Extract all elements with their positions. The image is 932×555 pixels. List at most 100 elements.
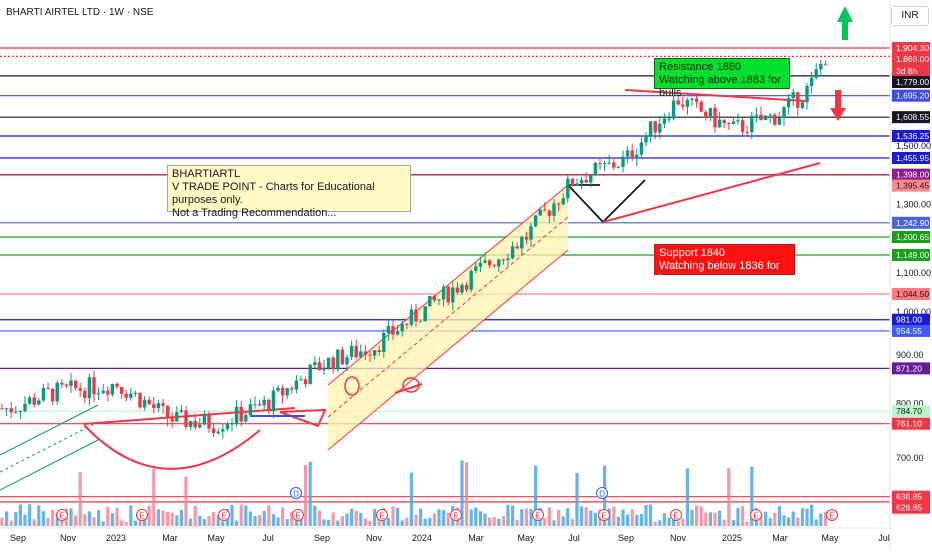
price-badge	[892, 76, 930, 89]
earnings-marker-icon	[450, 509, 462, 521]
volume-bar	[580, 506, 584, 526]
price-badge-label: 1,149.00	[896, 250, 929, 260]
volume-bar	[419, 508, 423, 526]
candle-body	[428, 295, 432, 307]
candle-body	[193, 421, 197, 428]
candle-body	[345, 357, 349, 365]
volume-bar	[46, 517, 50, 526]
dividend-marker-icon	[290, 487, 302, 499]
candle-body	[290, 388, 294, 390]
candle-body	[658, 123, 662, 133]
time-tick-label: Nov	[670, 533, 687, 543]
candle-body	[699, 101, 703, 112]
candle-body	[584, 179, 588, 183]
volume-bar	[612, 506, 616, 526]
volume-bar	[18, 504, 22, 526]
volume-bar	[529, 508, 533, 526]
candle-body	[694, 98, 699, 102]
candle-body	[667, 118, 671, 120]
volume-bar	[216, 514, 220, 526]
info-note[interactable]: BHARTIARTL V TRADE POINT - Charts for Ed…	[167, 165, 411, 219]
earnings-marker-letter: E	[753, 512, 758, 521]
candle-body	[386, 326, 391, 333]
volume-bar	[386, 517, 390, 526]
price-badge-label: 1,866.00	[896, 54, 929, 64]
candle-body	[170, 418, 174, 422]
resistance-note-line-2: Watching above 1883 for bulls	[659, 74, 781, 99]
time-tick-label: 2023	[106, 533, 126, 543]
candle-body	[635, 154, 639, 159]
candle-body	[446, 286, 450, 303]
candle-body	[147, 399, 151, 405]
price-badge-label: 1,200.65	[896, 232, 929, 242]
candle-body	[474, 266, 478, 271]
volume-bar	[179, 509, 183, 526]
candle-body	[593, 162, 598, 175]
volume-bar	[575, 472, 579, 526]
candle-body	[46, 387, 50, 389]
candle-body	[138, 392, 142, 408]
candle-body	[400, 323, 404, 332]
earnings-marker-icon	[136, 509, 148, 521]
volume-bar	[639, 513, 643, 526]
price-axis: 1,500.00 1,300.00 1,100.00 1,000.00 900.00 80…	[889, 0, 931, 550]
price-badge-label: 1,695.20	[896, 91, 929, 101]
candle-body	[27, 397, 32, 404]
candle-body	[685, 99, 690, 107]
volume-bar	[570, 518, 574, 526]
candle-body	[437, 299, 441, 301]
volume-bar	[101, 521, 105, 526]
volume-bar	[106, 506, 110, 526]
earnings-marker-letter: E	[139, 512, 144, 521]
candle-body	[377, 350, 381, 352]
volume-bar	[506, 504, 510, 526]
candle-body	[616, 166, 621, 168]
volume-bar	[819, 513, 823, 526]
candle-body	[409, 309, 414, 325]
volume-bar	[667, 517, 671, 526]
rounding-bottom-curve	[83, 424, 261, 470]
candle-body	[391, 326, 395, 335]
resistance-note[interactable]: Resistance 1880 Watching above 1883 for …	[654, 58, 790, 99]
price-tick-label: 700.00	[896, 453, 924, 463]
candle-body	[9, 408, 13, 413]
candle-body	[777, 117, 782, 125]
volume-bar	[313, 505, 317, 526]
candle-body	[276, 387, 280, 391]
candle-body	[713, 107, 717, 128]
time-tick-label: Jul	[568, 533, 580, 543]
candle-body	[676, 100, 680, 105]
candle-body	[800, 102, 805, 108]
candle-body	[326, 357, 331, 368]
candle-body	[561, 198, 565, 205]
candle-body	[87, 377, 92, 399]
candle-body	[216, 431, 220, 434]
candle-body	[4, 408, 9, 410]
volume-bar	[713, 512, 717, 526]
info-note-line-2: V TRADE POINT - Charts for Educational p…	[172, 181, 375, 206]
candle-body	[717, 119, 722, 128]
candle-body	[405, 323, 409, 325]
candle-body	[359, 351, 363, 358]
support-note[interactable]: Support 1840 Watching below 1836 for bea…	[654, 244, 795, 285]
volume-bar	[787, 517, 791, 526]
earnings-marker-letter: E	[379, 512, 384, 521]
candle-body	[317, 362, 322, 370]
earnings-marker-letter: E	[221, 512, 226, 521]
currency-button[interactable]: INR	[891, 6, 929, 26]
candle-body	[736, 120, 740, 122]
volume-bar	[814, 519, 818, 526]
price-badge-label: 1,242.90	[896, 218, 929, 228]
candle-body	[262, 399, 266, 406]
candle-body	[750, 115, 754, 133]
earnings-marker-letter: E	[601, 512, 606, 521]
volume-bar	[235, 520, 239, 526]
price-badge	[892, 405, 930, 418]
dividend-marker-letter: D	[293, 490, 299, 499]
volume-bar	[690, 509, 694, 526]
volume-bar	[0, 517, 4, 526]
dividend-marker-icon	[596, 487, 608, 499]
price-badge-label: 1,395.45	[896, 181, 929, 191]
